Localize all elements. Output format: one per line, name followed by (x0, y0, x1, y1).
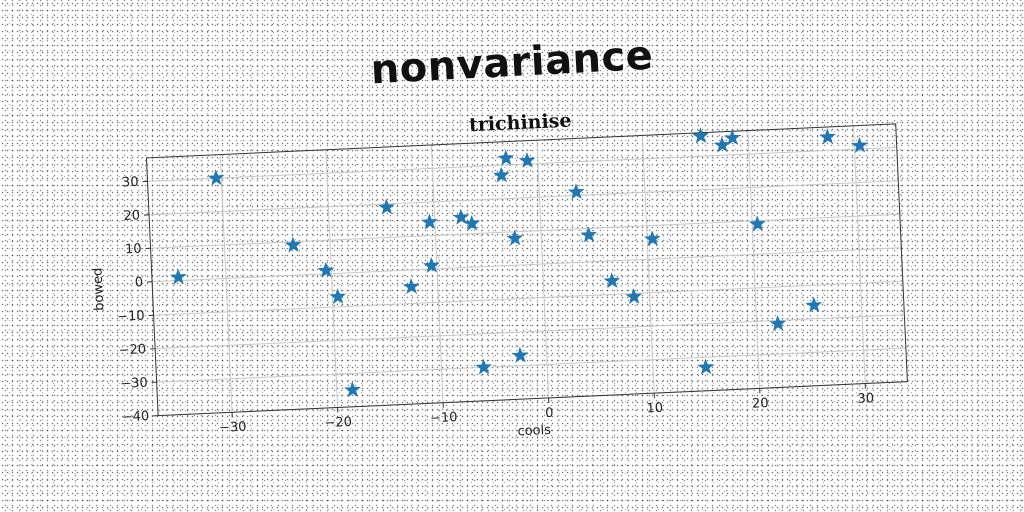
y-grid-line (152, 247, 902, 283)
data-point (769, 315, 787, 332)
y-ticks: −40 −30 −20 −10 0 10 20 30 (117, 175, 159, 425)
y-grid-line (149, 180, 899, 216)
y-tick-label: 20 (123, 208, 140, 224)
data-point (169, 268, 187, 285)
x-grid-line (430, 144, 444, 403)
data-point (378, 198, 395, 215)
data-point (423, 256, 440, 274)
x-tick-label: −20 (324, 415, 352, 431)
data-points (169, 127, 868, 398)
y-tick-label: 10 (125, 242, 142, 258)
y-grid-line (155, 314, 905, 350)
data-point (511, 346, 529, 363)
data-point (493, 166, 510, 183)
chart-svg: trichinise −30 −20 −10 0 10 20 30 −40 −30 −20 −10… (90, 110, 908, 440)
data-point (317, 261, 335, 278)
y-grid-line (156, 347, 906, 383)
y-grid-line (147, 146, 897, 182)
x-grid-line (325, 149, 339, 408)
data-point (402, 278, 420, 295)
data-point (284, 236, 302, 253)
x-grid-line (852, 125, 866, 384)
scatter-chart: trichinise −30 −20 −10 0 10 20 30 −40 −30 −20 −10… (52, 72, 947, 472)
data-point (643, 230, 661, 247)
data-point (506, 229, 524, 246)
y-tick-label: 0 (135, 275, 144, 290)
chart-title: trichinise (469, 110, 572, 137)
x-ticks: −30 −20 −10 0 10 20 30 (219, 383, 874, 436)
x-tick-label: −30 (219, 420, 247, 436)
data-point (452, 208, 470, 225)
y-tick-label: 30 (122, 175, 139, 191)
x-tick-label: −10 (430, 410, 458, 426)
data-point (463, 214, 481, 231)
data-point (805, 296, 823, 313)
y-tick-label: −20 (118, 342, 146, 358)
x-grid-line (536, 140, 550, 398)
x-tick-label: 30 (857, 391, 874, 407)
x-tick-label: 0 (545, 406, 554, 421)
x-tick-label: 10 (646, 401, 663, 417)
data-point (603, 272, 621, 289)
data-point (207, 169, 225, 186)
y-grid-line (153, 280, 903, 316)
data-point (749, 215, 766, 232)
data-point (344, 381, 361, 398)
data-point (567, 183, 585, 200)
data-point (497, 149, 515, 166)
data-point (329, 288, 346, 305)
y-axis-label: bowed (90, 267, 107, 311)
y-tick-label: −10 (117, 309, 145, 325)
data-point (625, 288, 643, 305)
y-grid-line (150, 213, 900, 249)
data-point (697, 358, 714, 375)
x-grid-line (747, 130, 761, 389)
data-point (851, 136, 868, 153)
x-grid-line (641, 135, 655, 394)
x-axis-label: cools (517, 423, 551, 440)
plot-frame (145, 123, 908, 417)
y-tick-label: −30 (120, 376, 148, 392)
data-point (580, 226, 597, 243)
x-tick-label: 20 (752, 396, 769, 412)
data-point (819, 128, 836, 145)
data-point (692, 127, 709, 144)
y-tick-label: −40 (121, 409, 149, 425)
data-point (421, 213, 438, 230)
x-grid-line (219, 154, 233, 413)
data-point (475, 358, 492, 375)
data-point (713, 136, 731, 153)
data-point (518, 152, 536, 169)
grid (147, 125, 908, 417)
data-point (724, 129, 741, 146)
